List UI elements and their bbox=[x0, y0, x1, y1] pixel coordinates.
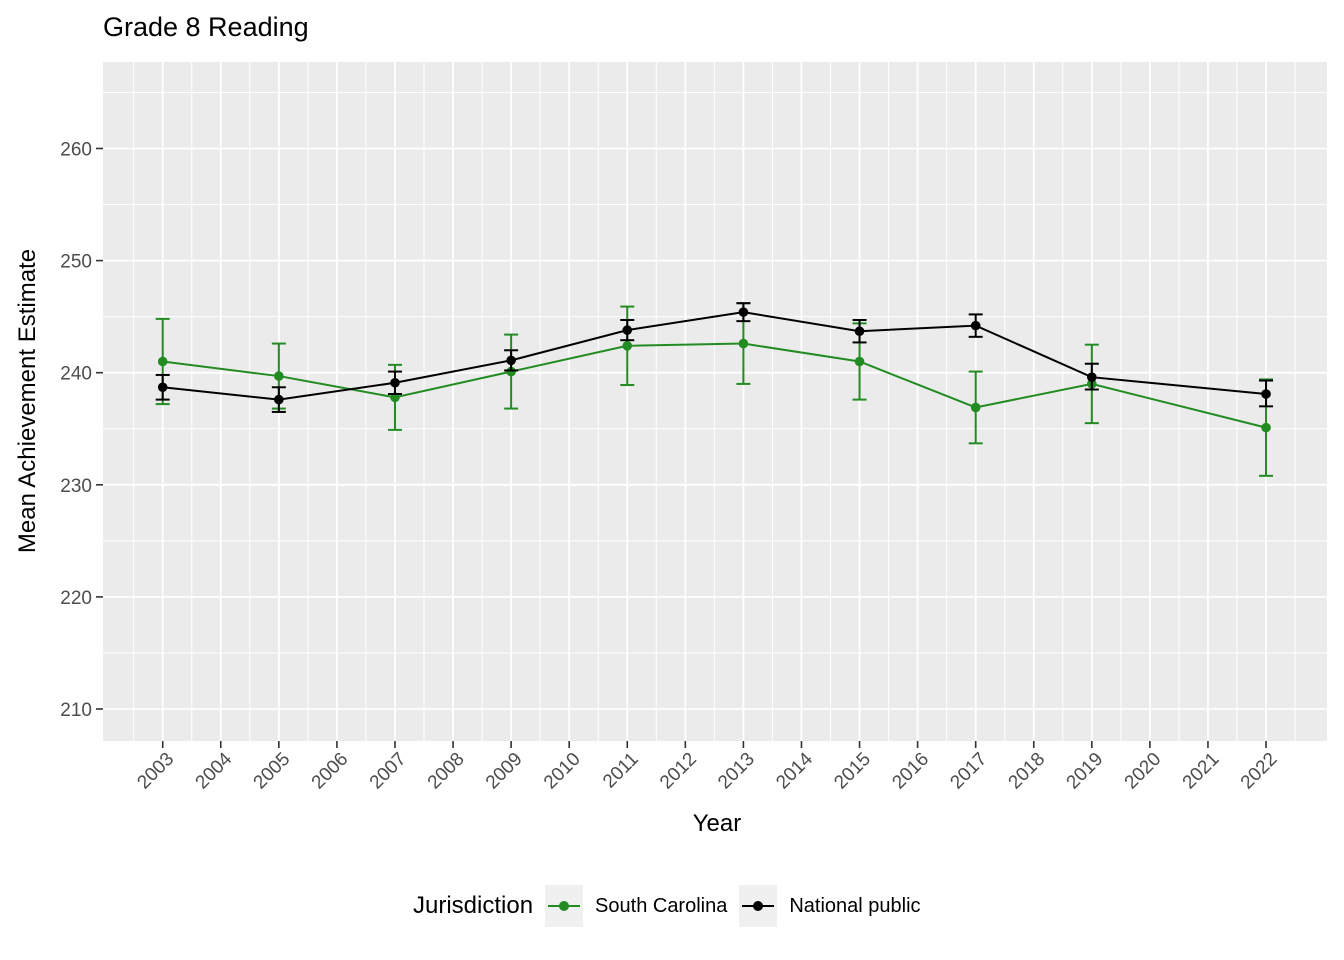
x-tick-label: 2021 bbox=[1179, 749, 1224, 794]
x-tick-label: 2015 bbox=[830, 749, 875, 794]
data-point-national-public-2011 bbox=[622, 325, 633, 335]
legend-title: Jurisdiction bbox=[413, 892, 534, 919]
data-point-national-public-2005 bbox=[274, 394, 284, 405]
x-tick-label: 2012 bbox=[656, 749, 701, 794]
panel-background bbox=[103, 62, 1327, 741]
data-point-national-public-2022 bbox=[1261, 389, 1271, 399]
data-point-south-carolina-2011 bbox=[622, 340, 633, 351]
y-tick-label: 240 bbox=[60, 364, 92, 385]
x-tick-label: 2018 bbox=[1005, 749, 1050, 794]
data-point-south-carolina-2017 bbox=[970, 402, 981, 413]
legend-key-national-public bbox=[739, 885, 778, 927]
data-point-south-carolina-2022 bbox=[1261, 422, 1271, 433]
legend-key-south-carolina bbox=[545, 885, 584, 927]
x-tick-label: 2016 bbox=[888, 749, 933, 794]
data-point-national-public-2007 bbox=[390, 377, 400, 388]
x-tick-label: 2008 bbox=[424, 749, 469, 794]
data-point-national-public-2013 bbox=[738, 307, 749, 317]
y-tick-label: 250 bbox=[60, 252, 92, 273]
x-tick-label: 2010 bbox=[540, 749, 585, 794]
y-tick-label: 210 bbox=[60, 700, 92, 721]
data-point-south-carolina-2013 bbox=[738, 338, 749, 349]
x-tick-label: 2020 bbox=[1121, 749, 1166, 794]
x-tick-label: 2011 bbox=[599, 749, 643, 793]
legend: Jurisdiction South Carolina National pub… bbox=[413, 884, 921, 928]
data-point-south-carolina-2005 bbox=[274, 371, 284, 381]
y-axis-title: Mean Achievement Estimate bbox=[14, 248, 41, 554]
x-tick-label: 2004 bbox=[192, 748, 237, 793]
legend-key-glyph-national-public bbox=[742, 901, 775, 911]
data-point-south-carolina-2009 bbox=[506, 366, 516, 377]
x-tick-label: 2003 bbox=[133, 749, 178, 794]
legend-label-national-public: National public bbox=[789, 894, 921, 917]
x-tick-label: 2013 bbox=[714, 749, 759, 794]
chart-title: Grade 8 Reading bbox=[103, 12, 309, 42]
data-point-south-carolina-2015 bbox=[854, 356, 865, 367]
data-point-national-public-2019 bbox=[1087, 372, 1097, 382]
x-tick-label: 2014 bbox=[772, 748, 817, 793]
data-point-south-carolina-2003 bbox=[157, 356, 168, 367]
x-tick-label: 2009 bbox=[482, 749, 527, 794]
legend-key-glyph-south-carolina bbox=[548, 901, 581, 911]
x-tick-label: 2019 bbox=[1063, 749, 1108, 794]
series-line-south-carolina bbox=[162, 342, 1267, 429]
legend-label-south-carolina: South Carolina bbox=[595, 894, 728, 917]
x-tick-label: 2005 bbox=[250, 749, 295, 794]
y-tick-label: 230 bbox=[60, 476, 92, 497]
x-axis-title: Year bbox=[692, 810, 742, 837]
data-point-national-public-2015 bbox=[854, 326, 865, 337]
data-point-national-public-2017 bbox=[970, 320, 981, 331]
x-tick-label: 2007 bbox=[366, 749, 411, 794]
y-tick-label: 260 bbox=[60, 140, 92, 161]
data-point-national-public-2009 bbox=[506, 355, 516, 366]
x-tick-label: 2017 bbox=[946, 749, 991, 794]
x-tick-label: 2022 bbox=[1237, 749, 1282, 794]
data-point-national-public-2003 bbox=[157, 382, 168, 393]
y-tick-label: 220 bbox=[60, 588, 92, 609]
series-line-national-public bbox=[162, 311, 1267, 401]
x-tick-label: 2006 bbox=[308, 749, 353, 794]
